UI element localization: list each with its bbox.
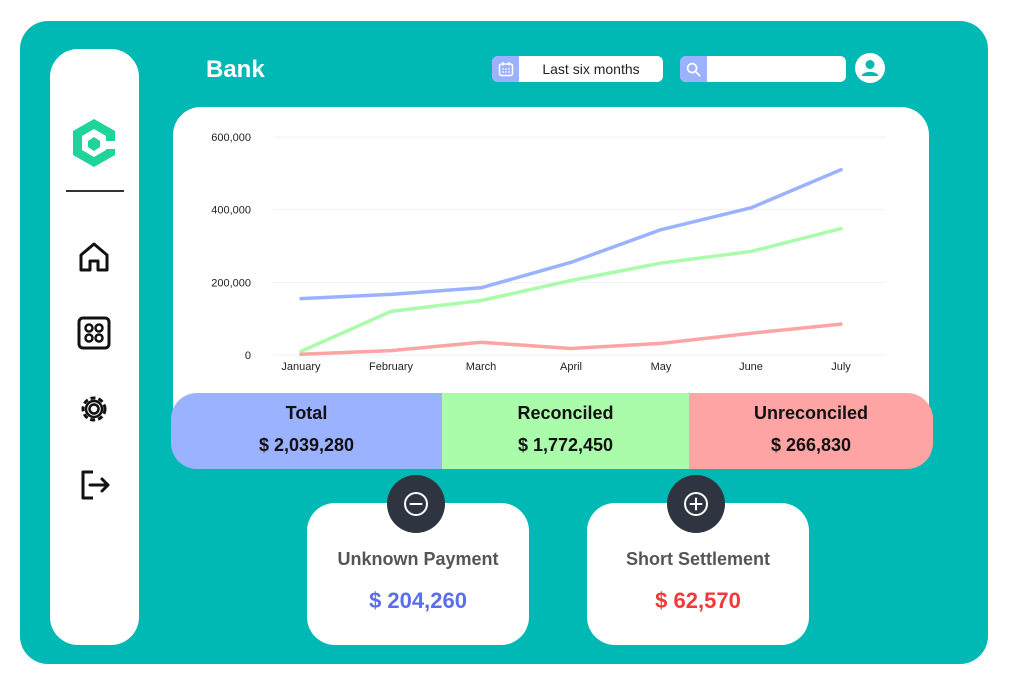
series-line-1 bbox=[299, 167, 843, 301]
x-tick-label: February bbox=[369, 361, 414, 373]
summary-bar: Total $ 2,039,280 Reconciled $ 1,772,450… bbox=[171, 393, 933, 469]
short-settlement-card[interactable]: Short Settlement $ 62,570 bbox=[587, 503, 809, 645]
short-settlement-value: $ 62,570 bbox=[655, 588, 741, 613]
summary-unreconciled-value: $ 266,830 bbox=[770, 435, 852, 455]
date-range-label: Last six months bbox=[542, 61, 640, 77]
search-input[interactable] bbox=[710, 58, 844, 80]
chart-card: 600,000 400,000 200,000 0 January February Mar… bbox=[173, 107, 929, 437]
short-settlement-label: Short Settlement bbox=[625, 549, 771, 569]
line-chart: 600,000 400,000 200,000 0 January February Mar… bbox=[211, 132, 885, 373]
summary-total-label: Total bbox=[285, 403, 328, 423]
summary-unreconciled-label: Unreconciled bbox=[753, 403, 869, 423]
search-bar bbox=[680, 56, 846, 82]
logout-icon[interactable] bbox=[76, 467, 112, 503]
date-range-button[interactable]: Last six months bbox=[492, 56, 663, 82]
summary-reconciled-label: Reconciled bbox=[517, 403, 614, 423]
minus-circle-icon[interactable] bbox=[387, 475, 445, 533]
gear-icon[interactable] bbox=[76, 391, 112, 427]
y-tick-label: 400,000 bbox=[211, 205, 251, 217]
page-title: Bank bbox=[206, 56, 265, 83]
search-icon[interactable] bbox=[680, 56, 707, 82]
x-tick-label: May bbox=[651, 361, 672, 373]
dashboard-grid-icon[interactable] bbox=[76, 315, 112, 351]
y-tick-label: 200,000 bbox=[211, 277, 251, 289]
unknown-payment-value: $ 204,260 bbox=[369, 588, 467, 613]
y-tick-label: 600,000 bbox=[211, 132, 251, 144]
sidebar bbox=[50, 49, 139, 645]
x-tick-label: April bbox=[560, 361, 582, 373]
summary-reconciled-value: $ 1,772,450 bbox=[517, 435, 614, 455]
summary-unreconciled: Unreconciled $ 266,830 bbox=[689, 393, 933, 469]
y-tick-label: 0 bbox=[245, 350, 251, 362]
summary-total: Total $ 2,039,280 bbox=[171, 393, 442, 469]
plus-circle-icon[interactable] bbox=[667, 475, 725, 533]
x-tick-label: January bbox=[281, 361, 321, 373]
summary-total-value: $ 2,039,280 bbox=[258, 435, 355, 455]
series-line-3 bbox=[299, 322, 843, 357]
summary-reconciled: Reconciled $ 1,772,450 bbox=[442, 393, 689, 469]
user-icon[interactable] bbox=[855, 53, 885, 83]
sidebar-divider bbox=[66, 190, 124, 192]
x-tick-label: March bbox=[466, 361, 497, 373]
series-line-2 bbox=[299, 226, 843, 354]
calendar-icon bbox=[492, 56, 519, 82]
x-tick-label: June bbox=[739, 361, 763, 373]
logo-icon bbox=[70, 117, 118, 169]
home-icon[interactable] bbox=[76, 239, 112, 275]
x-tick-label: July bbox=[831, 361, 851, 373]
unknown-payment-label: Unknown Payment bbox=[337, 549, 499, 569]
